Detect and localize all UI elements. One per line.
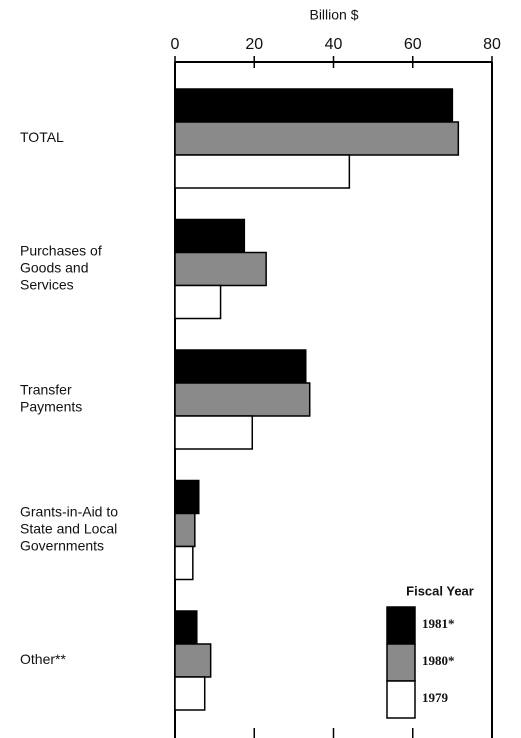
bar <box>174 154 351 189</box>
bar <box>174 349 307 384</box>
bar <box>174 676 206 711</box>
bar <box>174 218 246 254</box>
bar <box>174 415 254 450</box>
legend-swatch <box>386 680 416 719</box>
category-label: Transfer <box>20 382 72 398</box>
bar <box>174 88 454 123</box>
bar <box>174 382 311 417</box>
x-tick-label: 40 <box>325 36 343 53</box>
legend-label: 1980* <box>422 653 455 668</box>
legend-swatch <box>386 643 416 682</box>
bar <box>174 284 222 320</box>
legend-swatch <box>386 606 416 645</box>
category-label: Governments <box>20 538 104 554</box>
bar <box>174 121 460 156</box>
x-tick-label: 60 <box>404 36 422 53</box>
bar <box>174 545 194 581</box>
category-label: Services <box>20 277 74 293</box>
category-label: Grants-in-Aid to <box>20 504 118 520</box>
axis-label: Billion $ <box>309 7 358 23</box>
legend-label: 1979 <box>422 690 449 705</box>
x-tick-label: 20 <box>245 36 263 53</box>
category-label: Goods and <box>20 260 89 276</box>
legend-title: Fiscal Year <box>406 583 474 598</box>
category-label: Other** <box>20 651 66 667</box>
bar <box>174 512 196 548</box>
x-tick-label: 80 <box>483 36 501 53</box>
x-tick-label: 0 <box>171 36 180 53</box>
legend-label: 1981* <box>422 616 455 631</box>
bar <box>174 251 267 287</box>
category-label: State and Local <box>20 521 117 537</box>
bar <box>174 643 212 678</box>
category-label: Purchases of <box>20 243 102 259</box>
bar <box>174 610 198 645</box>
category-label: TOTAL <box>20 129 64 145</box>
category-label: Payments <box>20 399 82 415</box>
bar <box>174 479 200 515</box>
